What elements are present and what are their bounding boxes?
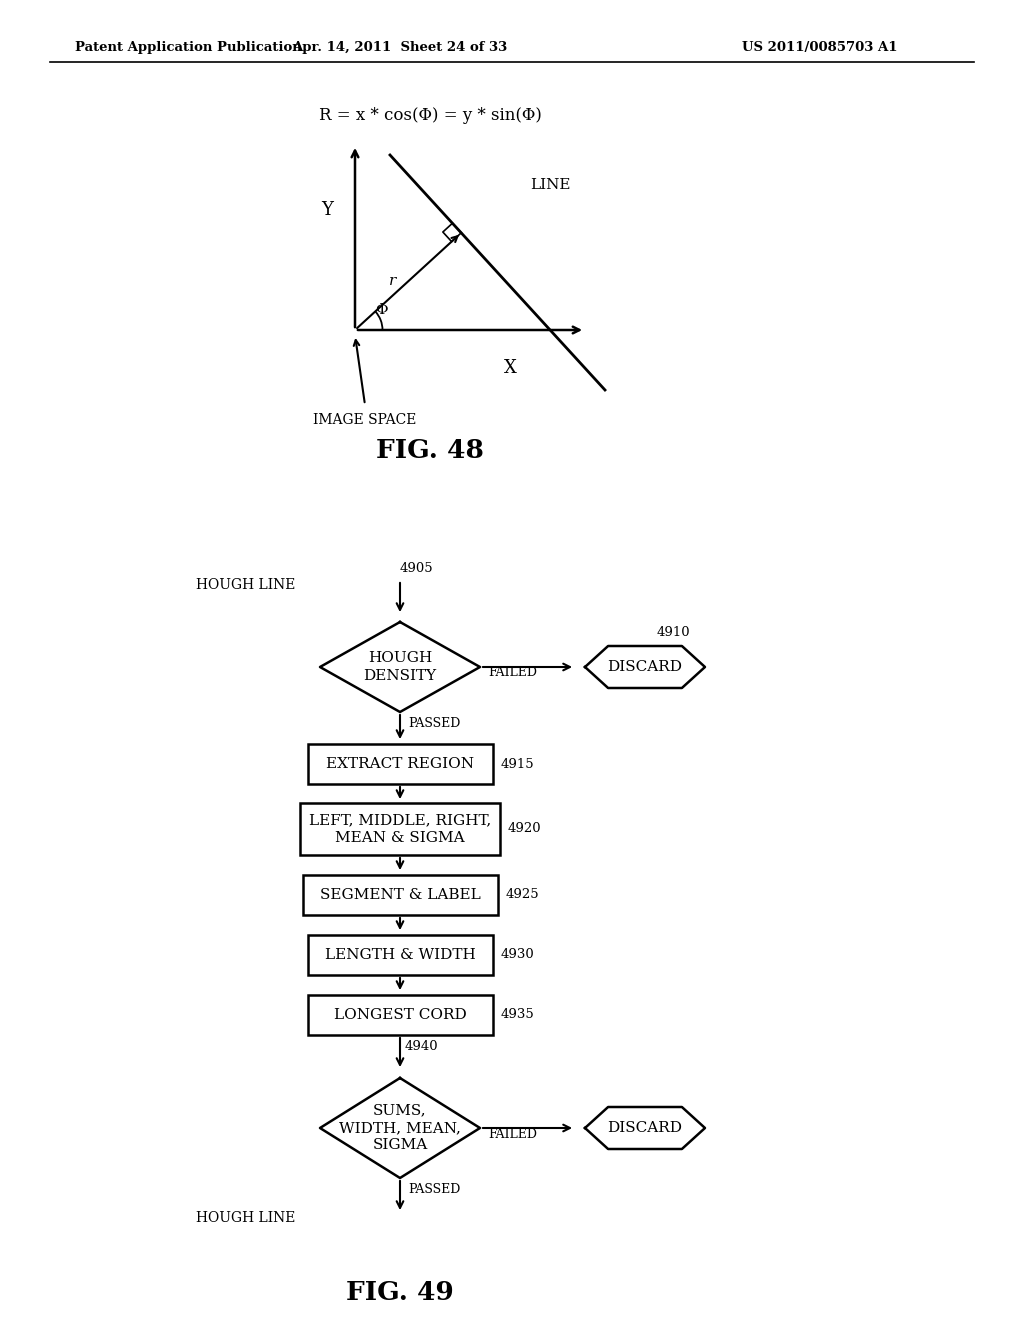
Text: DISCARD: DISCARD	[607, 1121, 683, 1135]
Text: LONGEST CORD: LONGEST CORD	[334, 1008, 466, 1022]
Text: FIG. 49: FIG. 49	[346, 1280, 454, 1305]
Text: Y: Y	[322, 201, 333, 219]
Bar	[307, 744, 493, 784]
Bar	[300, 803, 500, 855]
Text: 4940: 4940	[406, 1040, 438, 1053]
Text: 4925: 4925	[506, 888, 539, 902]
Text: SUMS,
WIDTH, MEAN,
SIGMA: SUMS, WIDTH, MEAN, SIGMA	[339, 1104, 461, 1152]
Text: EXTRACT REGION: EXTRACT REGION	[326, 756, 474, 771]
Bar	[302, 875, 498, 915]
Bar	[307, 995, 493, 1035]
Text: FAILED: FAILED	[488, 667, 537, 680]
Text: PASSED: PASSED	[408, 717, 461, 730]
Text: HOUGH LINE: HOUGH LINE	[196, 578, 295, 591]
Text: PASSED: PASSED	[408, 1183, 461, 1196]
Text: FIG. 48: FIG. 48	[376, 437, 484, 462]
Text: Apr. 14, 2011  Sheet 24 of 33: Apr. 14, 2011 Sheet 24 of 33	[293, 41, 508, 54]
Text: 4930: 4930	[501, 949, 535, 961]
Text: Patent Application Publication: Patent Application Publication	[75, 41, 302, 54]
Text: 4910: 4910	[657, 626, 690, 639]
Bar	[307, 935, 493, 975]
Text: LENGTH & WIDTH: LENGTH & WIDTH	[325, 948, 475, 962]
Text: HOUGH
DENSITY: HOUGH DENSITY	[364, 651, 436, 682]
Text: r: r	[388, 275, 395, 288]
Text: IMAGE SPACE: IMAGE SPACE	[313, 413, 417, 426]
Text: R = x * cos(Φ) = y * sin(Φ): R = x * cos(Φ) = y * sin(Φ)	[318, 107, 542, 124]
Text: HOUGH LINE: HOUGH LINE	[196, 1210, 295, 1225]
Text: X: X	[504, 359, 516, 378]
Text: SEGMENT & LABEL: SEGMENT & LABEL	[319, 888, 480, 902]
Text: 4935: 4935	[501, 1008, 535, 1022]
Text: 4920: 4920	[508, 822, 542, 836]
Text: FAILED: FAILED	[488, 1127, 537, 1140]
Text: 4915: 4915	[501, 758, 535, 771]
Text: US 2011/0085703 A1: US 2011/0085703 A1	[742, 41, 898, 54]
Text: Φ: Φ	[375, 304, 387, 317]
Text: DISCARD: DISCARD	[607, 660, 683, 675]
Text: 4905: 4905	[400, 561, 433, 574]
Text: LINE: LINE	[529, 178, 570, 191]
Text: LEFT, MIDDLE, RIGHT,
MEAN & SIGMA: LEFT, MIDDLE, RIGHT, MEAN & SIGMA	[309, 813, 492, 845]
